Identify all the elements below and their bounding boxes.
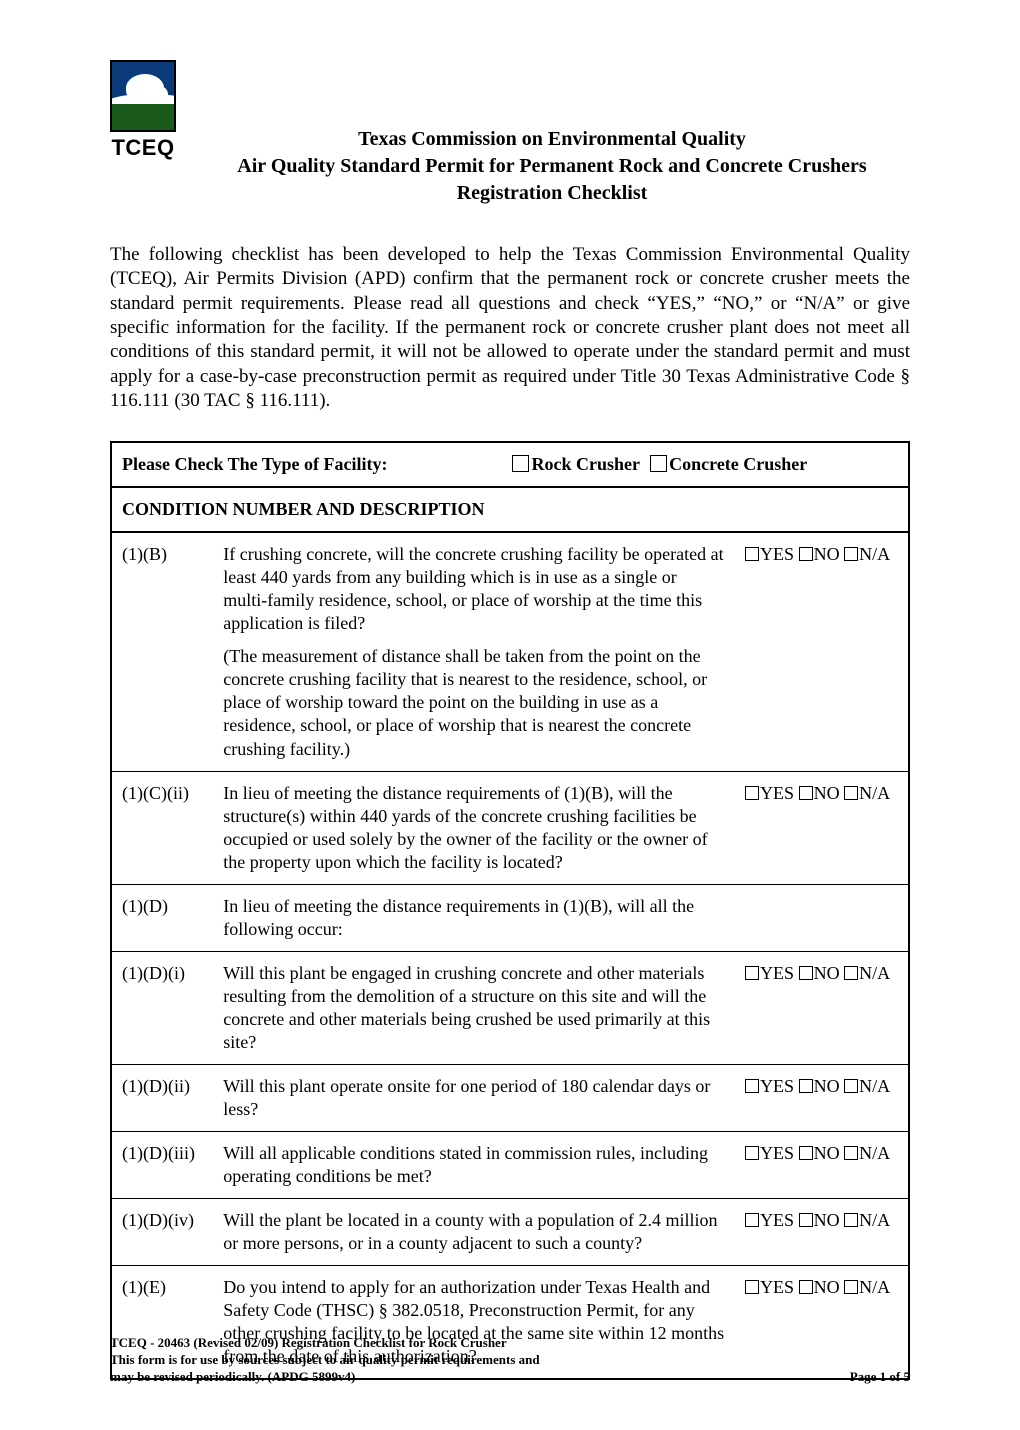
title-line-2: Air Quality Standard Permit for Permanen… [194, 153, 910, 180]
checkbox-na[interactable] [844, 1079, 858, 1093]
title-block: Texas Commission on Environmental Qualit… [194, 60, 910, 207]
cond-text: Will the plant be located in a county wi… [213, 1198, 735, 1265]
response-cell: YES NO N/A [735, 771, 909, 884]
checkbox-yes[interactable] [745, 1280, 759, 1294]
checkbox-rock-crusher[interactable] [512, 455, 529, 472]
cond-text: Will this plant be engaged in crushing c… [213, 951, 735, 1064]
checkbox-yes[interactable] [745, 547, 759, 561]
condition-header-row: CONDITION NUMBER AND DESCRIPTION [111, 487, 909, 532]
label-no: NO [814, 1143, 840, 1163]
label-yes: YES [760, 1210, 794, 1230]
response-cell: YES NO N/A [735, 951, 909, 1064]
label-yes: YES [760, 544, 794, 564]
cond-text: Will this plant operate onsite for one p… [213, 1064, 735, 1131]
q-text: If crushing concrete, will the concrete … [223, 544, 723, 633]
footer-line-2: This form is for use by sources subject … [110, 1352, 910, 1369]
logo-text: TCEQ [110, 135, 176, 161]
checkbox-no[interactable] [799, 966, 813, 980]
opt-concrete-crusher: Concrete Crusher [669, 454, 807, 474]
checkbox-concrete-crusher[interactable] [650, 455, 667, 472]
label-no: NO [814, 783, 840, 803]
checkbox-na[interactable] [844, 1280, 858, 1294]
checkbox-na[interactable] [844, 547, 858, 561]
label-no: NO [814, 544, 840, 564]
checkbox-no[interactable] [799, 1213, 813, 1227]
cond-text: If crushing concrete, will the concrete … [213, 532, 735, 771]
cond-num: (1)(D)(ii) [111, 1064, 213, 1131]
title-line-1: Texas Commission on Environmental Qualit… [194, 126, 910, 153]
checkbox-yes[interactable] [745, 1213, 759, 1227]
response-cell [735, 884, 909, 951]
checkbox-no[interactable] [799, 1146, 813, 1160]
condition-header: CONDITION NUMBER AND DESCRIPTION [111, 487, 909, 532]
facility-type-row: Please Check The Type of Facility: Rock … [111, 442, 909, 487]
label-na: N/A [859, 1210, 890, 1230]
cond-num: (1)(D)(iv) [111, 1198, 213, 1265]
cond-num: (1)(B) [111, 532, 213, 771]
response-cell: YES NO N/A [735, 1198, 909, 1265]
label-na: N/A [859, 783, 890, 803]
cond-num: (1)(D) [111, 884, 213, 951]
checkbox-na[interactable] [844, 966, 858, 980]
label-yes: YES [760, 1277, 794, 1297]
row-1-D-ii: (1)(D)(ii) Will this plant operate onsit… [111, 1064, 909, 1131]
checkbox-na[interactable] [844, 1146, 858, 1160]
response-cell: YES NO N/A [735, 532, 909, 771]
checkbox-yes[interactable] [745, 1146, 759, 1160]
footer-line-1: TCEQ - 20463 (Revised 02/09) Registratio… [110, 1335, 910, 1352]
footer-line-3: may be revised periodically. (APDG 5899v… [110, 1369, 355, 1386]
cond-text: In lieu of meeting the distance requirem… [213, 884, 735, 951]
label-yes: YES [760, 783, 794, 803]
checkbox-na[interactable] [844, 1213, 858, 1227]
q-note: (The measurement of distance shall be ta… [223, 646, 707, 758]
checkbox-no[interactable] [799, 1280, 813, 1294]
page: TCEQ Texas Commission on Environmental Q… [0, 0, 1020, 1430]
label-no: NO [814, 1210, 840, 1230]
label-na: N/A [859, 544, 890, 564]
row-1-D-i: (1)(D)(i) Will this plant be engaged in … [111, 951, 909, 1064]
checkbox-yes[interactable] [745, 786, 759, 800]
tceq-logo: TCEQ [110, 60, 176, 161]
row-1-D-iii: (1)(D)(iii) Will all applicable conditio… [111, 1131, 909, 1198]
row-1-B: (1)(B) If crushing concrete, will the co… [111, 532, 909, 771]
checkbox-no[interactable] [799, 786, 813, 800]
checkbox-no[interactable] [799, 1079, 813, 1093]
label-yes: YES [760, 1143, 794, 1163]
footer: TCEQ - 20463 (Revised 02/09) Registratio… [110, 1335, 910, 1386]
header: TCEQ Texas Commission on Environmental Q… [110, 60, 910, 207]
cond-num: (1)(D)(iii) [111, 1131, 213, 1198]
checkbox-no[interactable] [799, 547, 813, 561]
intro-paragraph: The following checklist has been develop… [110, 243, 910, 413]
checkbox-na[interactable] [844, 786, 858, 800]
label-na: N/A [859, 1277, 890, 1297]
label-yes: YES [760, 1076, 794, 1096]
row-1-D: (1)(D) In lieu of meeting the distance r… [111, 884, 909, 951]
response-cell: YES NO N/A [735, 1131, 909, 1198]
label-na: N/A [859, 1143, 890, 1163]
checklist-table: Please Check The Type of Facility: Rock … [110, 441, 910, 1380]
label-no: NO [814, 1277, 840, 1297]
cond-num: (1)(D)(i) [111, 951, 213, 1064]
checkbox-yes[interactable] [745, 966, 759, 980]
label-no: NO [814, 963, 840, 983]
title-line-3: Registration Checklist [194, 180, 910, 207]
label-na: N/A [859, 963, 890, 983]
label-yes: YES [760, 963, 794, 983]
row-1-D-iv: (1)(D)(iv) Will the plant be located in … [111, 1198, 909, 1265]
cond-num: (1)(C)(ii) [111, 771, 213, 884]
page-number: Page 1 of 5 [850, 1369, 910, 1386]
cond-text: In lieu of meeting the distance requirem… [213, 771, 735, 884]
label-na: N/A [859, 1076, 890, 1096]
label-no: NO [814, 1076, 840, 1096]
cond-text: Will all applicable conditions stated in… [213, 1131, 735, 1198]
row-1-C-ii: (1)(C)(ii) In lieu of meeting the distan… [111, 771, 909, 884]
checkbox-yes[interactable] [745, 1079, 759, 1093]
facility-type-label: Please Check The Type of Facility: [122, 454, 387, 474]
opt-rock-crusher: Rock Crusher [531, 454, 639, 474]
response-cell: YES NO N/A [735, 1064, 909, 1131]
